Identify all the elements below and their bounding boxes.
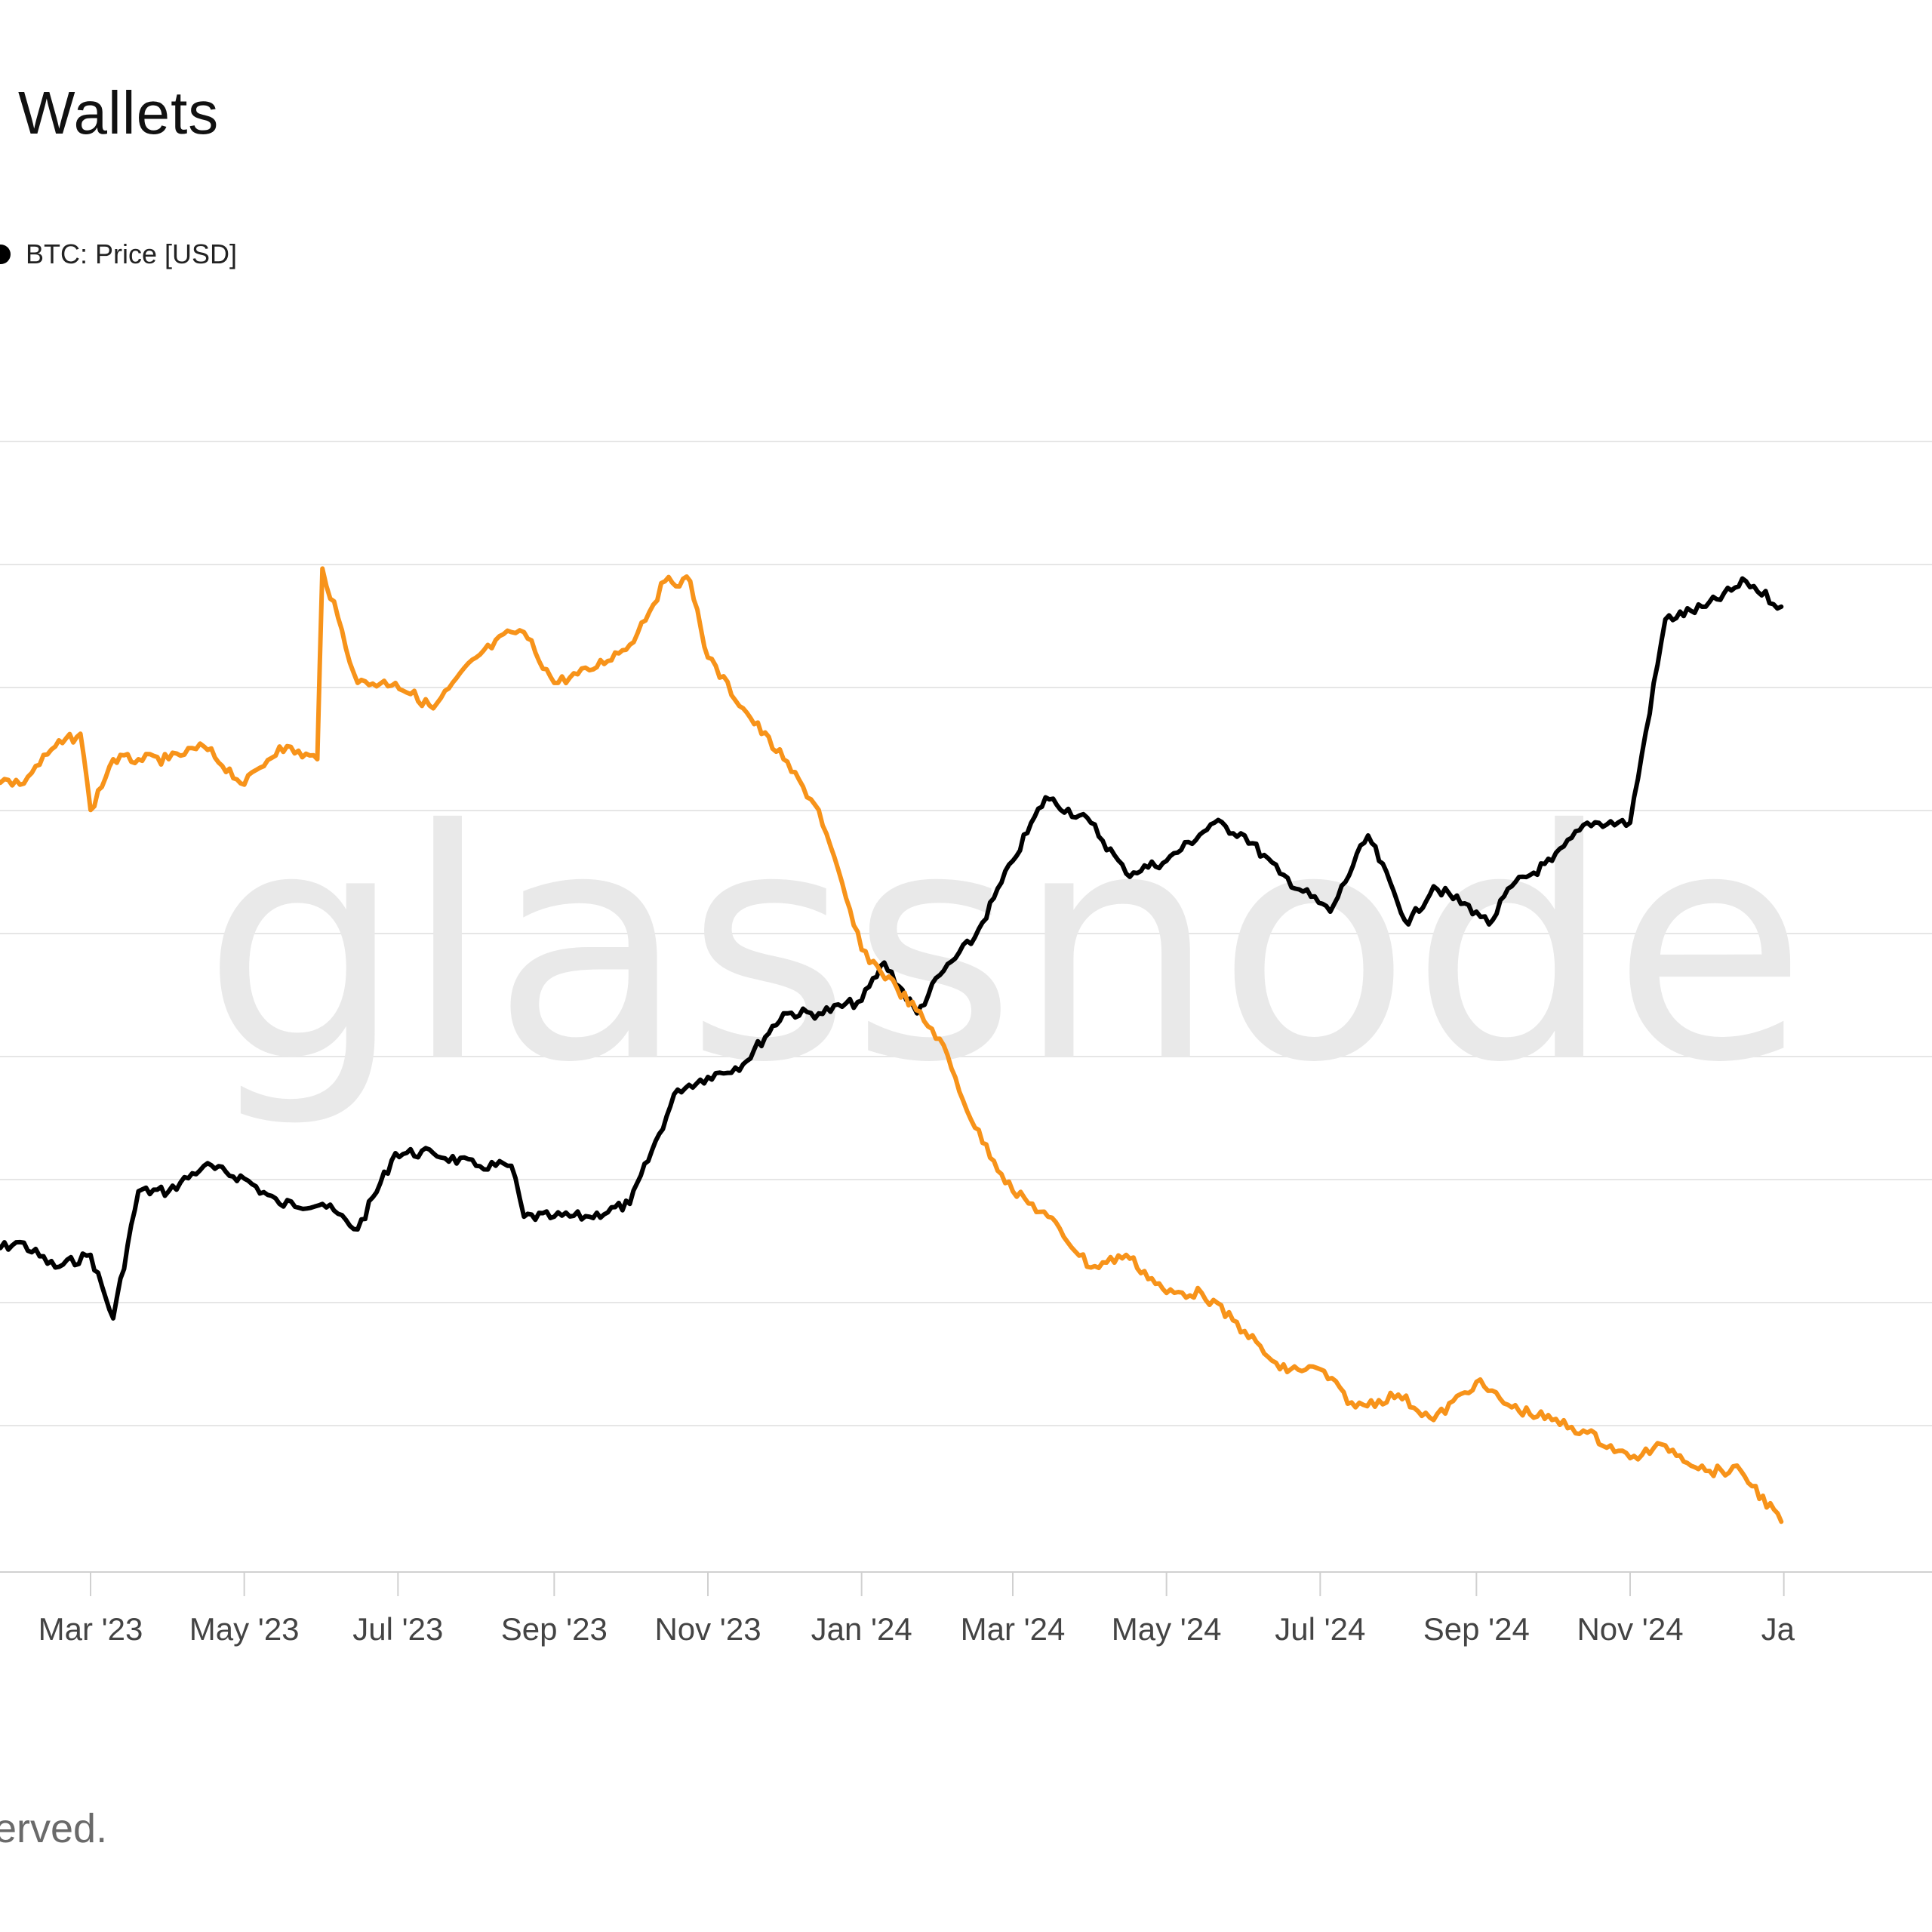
grid-lines (0, 441, 1932, 1426)
x-tick-label: Jul '24 (1275, 1611, 1365, 1647)
x-tick-label: Ja (1761, 1611, 1795, 1647)
legend[interactable]: BTC: Price [USD] (0, 238, 237, 270)
x-tick-label: Mar '24 (961, 1611, 1066, 1647)
legend-label-price: BTC: Price [USD] (26, 238, 238, 269)
x-tick-label: Mar '23 (38, 1611, 143, 1647)
x-tick-label: May '24 (1112, 1611, 1222, 1647)
x-tick-label: Nov '23 (654, 1611, 761, 1647)
series-line-wallets (0, 566, 1784, 1524)
x-axis: Mar '23 May '23 Jul '23 Sep '23 Nov '23 Jan '… (0, 1571, 1932, 1647)
x-tick-label: Sep '23 (501, 1611, 608, 1647)
legend-marker-price (0, 245, 11, 264)
chart-title: Wallets (18, 79, 220, 146)
copyright-footer: erved. (0, 1806, 108, 1851)
x-tick-label: Jan '24 (811, 1611, 912, 1647)
series-group (0, 566, 1784, 1524)
series-line-btc-price (0, 576, 1784, 1321)
x-tick-label: May '23 (189, 1611, 300, 1647)
x-tick-label: Sep '24 (1423, 1611, 1530, 1647)
x-tick-label: Jul '23 (352, 1611, 443, 1647)
watermark-logo: glassnode (202, 763, 1807, 1132)
x-tick-label: Nov '24 (1577, 1611, 1683, 1647)
